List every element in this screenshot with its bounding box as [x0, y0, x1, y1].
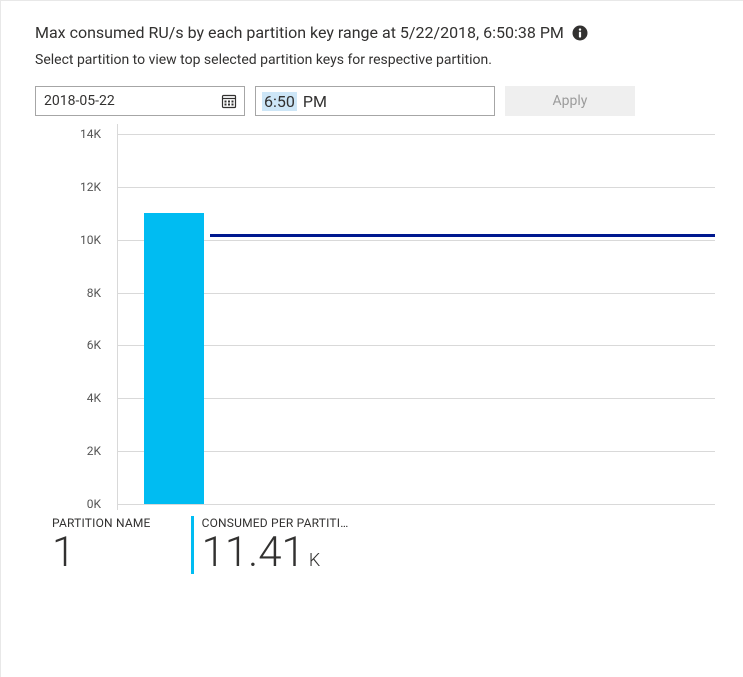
y-tick-label: 8K — [87, 286, 101, 300]
chart-bar[interactable] — [144, 213, 204, 504]
controls-row: 6:50 PM Apply — [35, 86, 719, 116]
gridline — [117, 240, 715, 241]
stat-unit: K — [309, 550, 320, 571]
gridline — [117, 345, 715, 346]
panel-subtitle: Select partition to view top selected pa… — [35, 52, 719, 68]
y-tick-label: 6K — [87, 338, 101, 352]
y-tick-label: 14K — [80, 127, 101, 141]
time-hhmm[interactable]: 6:50 — [262, 92, 297, 111]
info-icon[interactable] — [572, 25, 588, 41]
metrics-panel: Max consumed RU/s by each partition key … — [0, 0, 743, 677]
time-ampm[interactable]: PM — [303, 92, 327, 111]
y-tick-label: 4K — [87, 391, 101, 405]
gridline — [117, 504, 715, 505]
y-tick-label: 0K — [87, 497, 101, 511]
stat-block: CONSUMED PER PARTITI…11.41K — [191, 516, 349, 574]
gridline — [117, 451, 715, 452]
calendar-icon[interactable] — [214, 87, 244, 115]
stats-row: PARTITION NAME1 CONSUMED PER PARTITI…11.4… — [41, 516, 719, 574]
gridline — [117, 398, 715, 399]
y-tick-label: 12K — [80, 180, 101, 194]
chart-plot-area[interactable] — [117, 134, 715, 504]
gridline — [117, 293, 715, 294]
stat-value: 11.41K — [202, 532, 349, 574]
y-tick-label: 10K — [80, 233, 101, 247]
chart: 0K2K4K6K8K10K12K14K — [43, 134, 715, 504]
date-input-wrap[interactable] — [35, 86, 245, 116]
stat-value: 1 — [52, 532, 151, 574]
gridline — [117, 134, 715, 135]
title-row: Max consumed RU/s by each partition key … — [35, 23, 719, 42]
y-tick-label: 2K — [87, 444, 101, 458]
gridline — [117, 187, 715, 188]
stat-block: PARTITION NAME1 — [41, 516, 151, 574]
y-axis-labels: 0K2K4K6K8K10K12K14K — [43, 134, 107, 504]
panel-title: Max consumed RU/s by each partition key … — [35, 23, 564, 42]
time-input-wrap[interactable]: 6:50 PM — [255, 86, 495, 116]
threshold-line — [210, 234, 715, 237]
date-input[interactable] — [36, 87, 206, 115]
apply-button[interactable]: Apply — [505, 86, 635, 116]
